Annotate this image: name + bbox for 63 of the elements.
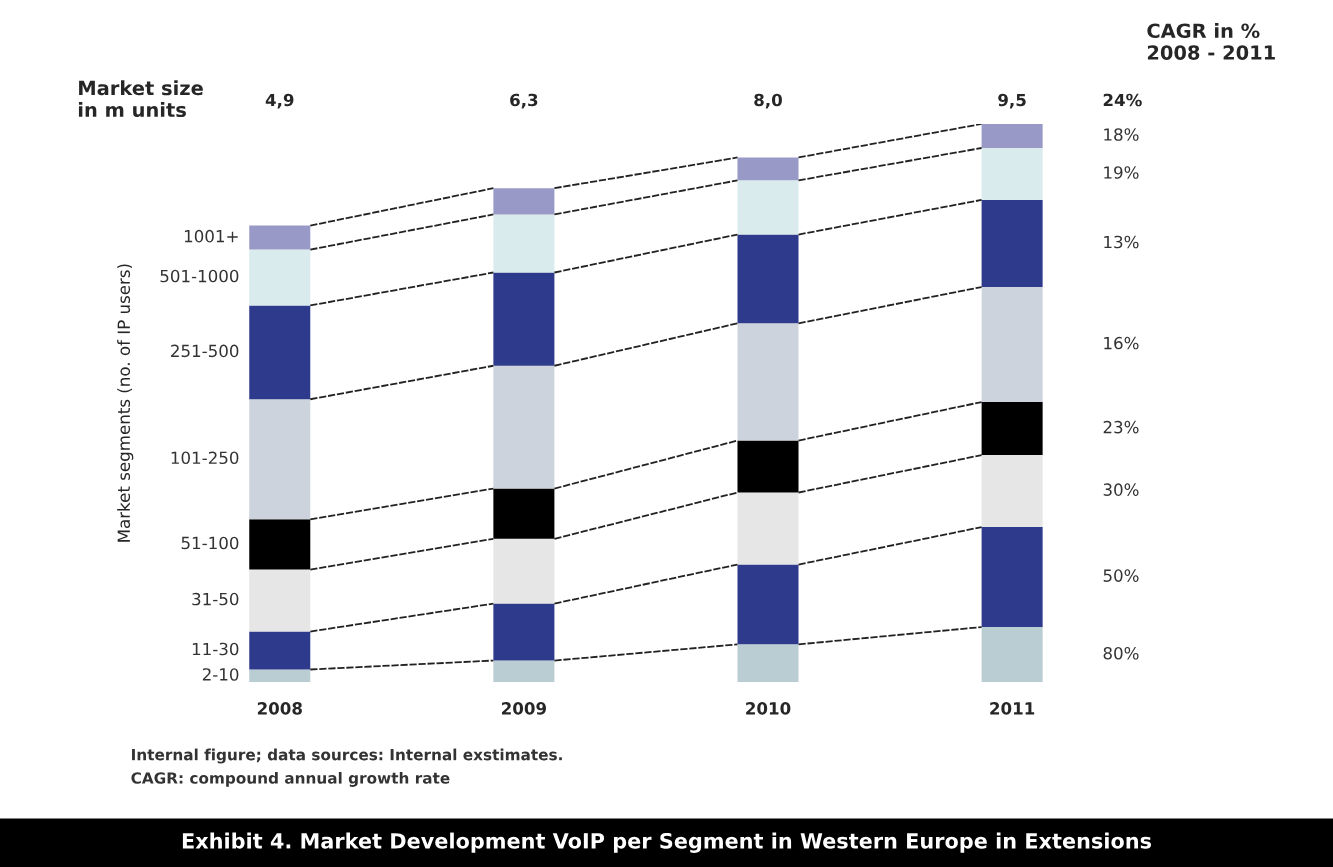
bar (249, 399, 311, 520)
annotation: 13% (1104, 235, 1139, 249)
x-tick-label: 2010 (746, 702, 791, 715)
series-label: 2-10 (202, 668, 239, 681)
text: 6,3 (510, 93, 538, 109)
series-label: 101-250 (171, 451, 239, 465)
bar (249, 249, 311, 306)
bar (737, 323, 799, 441)
bar (981, 287, 1043, 403)
bar (493, 214, 555, 273)
annotation: 19% (1104, 166, 1139, 179)
text: 24% (1103, 93, 1142, 107)
bar (981, 455, 1043, 528)
bar (737, 180, 799, 235)
text: Market size in m units (78, 80, 203, 118)
bar (493, 660, 555, 683)
bar (981, 147, 1043, 200)
bar (737, 492, 799, 565)
text: CAGR in % 2008 - 2011 (1147, 23, 1275, 60)
y-axis-title: Market segments (no. of IP users) (117, 264, 134, 542)
bar (981, 627, 1043, 683)
text: Exhibit 4. Market Development VoIP per Segment in Western Europe in Extensions (182, 832, 1152, 853)
bar (981, 527, 1043, 628)
series-label: 31-50 (192, 592, 239, 606)
series-label: 501-1000 (160, 269, 239, 283)
annotation: 23% (1103, 420, 1139, 434)
annotation: 30% (1103, 483, 1139, 496)
bar (249, 519, 311, 570)
text: 4,9 (265, 93, 294, 109)
bar (493, 365, 555, 489)
bar (737, 564, 799, 645)
bar (493, 538, 555, 604)
bar (249, 669, 311, 683)
bar (249, 569, 311, 632)
bar (737, 157, 799, 181)
text: 9,5 (998, 93, 1026, 109)
bar (249, 631, 311, 670)
x-tick-label: 2008 (257, 702, 302, 715)
x-tick-label: 2011 (990, 702, 1035, 715)
x-tick-label: 2009 (502, 702, 547, 715)
bar (493, 272, 555, 366)
series-label: 1001+ (184, 229, 238, 243)
bar (493, 488, 555, 539)
bar (981, 123, 1043, 148)
bar (249, 305, 311, 400)
bar (981, 199, 1043, 288)
bar (981, 402, 1043, 456)
series-label: 11-30 (192, 642, 239, 656)
text: Internal figure; data sources: Internal exstimates. (132, 748, 562, 764)
bar (737, 440, 799, 493)
bar (737, 234, 799, 324)
text: 8,0 (754, 93, 782, 109)
annotation: 50% (1103, 569, 1139, 582)
bar (493, 188, 555, 215)
annotation: 16% (1104, 336, 1139, 350)
annotation: 80% (1103, 646, 1139, 660)
annotation: 18% (1104, 128, 1139, 141)
bar (493, 603, 555, 661)
series-label: 251-500 (171, 344, 239, 358)
text: CAGR: compound annual growth rate (131, 771, 450, 787)
bar (249, 225, 311, 250)
bar (737, 644, 799, 683)
series-label: 51-100 (181, 536, 239, 550)
